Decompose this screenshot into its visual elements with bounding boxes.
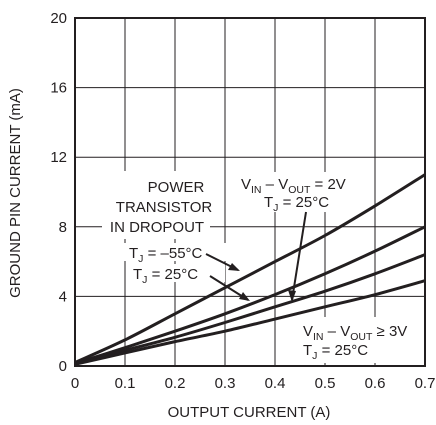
x-axis-label: OUTPUT CURRENT (A) [168,404,331,421]
annotation-power: POWER [148,179,205,196]
annotation-tj-25-a-text: TJ = 25°C [133,266,198,286]
annotation-bg [238,172,358,212]
series-line-4 [74,279,426,366]
annotation-bg [124,243,236,261]
x-tick-label: 0.1 [115,375,136,392]
annotation-vin-vout-3v-text: VIN – VOUT ≥ 3V [303,323,407,343]
y-tick-label: 16 [50,80,67,97]
annotation-tj-minus55: TJ = –55°C [124,243,236,265]
annotation-tj-25-c-text: TJ = 25°C [303,342,368,362]
annotation-tj-minus55-text: TJ = –55°C [129,245,203,265]
series-line-2 [74,225,426,365]
annotation-bg [129,264,225,282]
annotation-vin-vout-2v-text: VIN – VOUT = 2V [241,176,346,196]
x-tick-label: 0 [71,375,79,392]
annotation-transistor: TRANSISTOR [116,199,213,216]
y-tick-label: 20 [50,10,67,27]
annotation-in-dropout: IN DROPOUT [110,219,204,236]
arrow-vin-vout-2v [291,211,307,301]
annotation-bg [102,171,210,239]
y-tick-label: 8 [59,219,67,236]
x-tick-label: 0.2 [165,375,186,392]
pointer-arrows [205,211,307,302]
x-tick-labels: 0 0.1 0.2 0.3 0.4 0.5 0.6 0.7 [71,375,436,392]
x-tick-label: 0.4 [265,375,286,392]
annotation-vin-vout-3v: VIN – VOUT ≥ 3V TJ = 25°C [300,317,422,363]
arrowhead-tj-minus55 [228,263,240,271]
series-group [74,173,426,366]
arrowhead-tj-25-a [239,292,250,301]
series-line-1 [74,173,426,364]
annotation-vin-vout-2v: VIN – VOUT = 2V TJ = 25°C [238,172,358,214]
x-tick-label: 0.5 [315,375,336,392]
x-tick-label: 0.3 [215,375,236,392]
annotation-tj-25-a: TJ = 25°C [129,264,225,286]
y-axis-label: GROUND PIN CURRENT (mA) [7,88,24,298]
y-tick-label: 0 [59,358,67,375]
series-line-3 [74,253,426,366]
x-tick-label: 0.7 [415,375,436,392]
annotation-power-transistor: POWER TRANSISTOR IN DROPOUT [102,171,212,239]
y-tick-label: 4 [59,288,67,305]
y-tick-label: 12 [50,149,67,166]
y-tick-labels: 0 4 8 12 16 20 [50,10,67,375]
x-tick-label: 0.6 [365,375,386,392]
annotation-bg [300,317,422,363]
plot-frame [74,17,426,367]
arrowhead-vin-vout-2v [288,290,296,302]
annotation-tj-25-b-text: TJ = 25°C [264,194,329,214]
